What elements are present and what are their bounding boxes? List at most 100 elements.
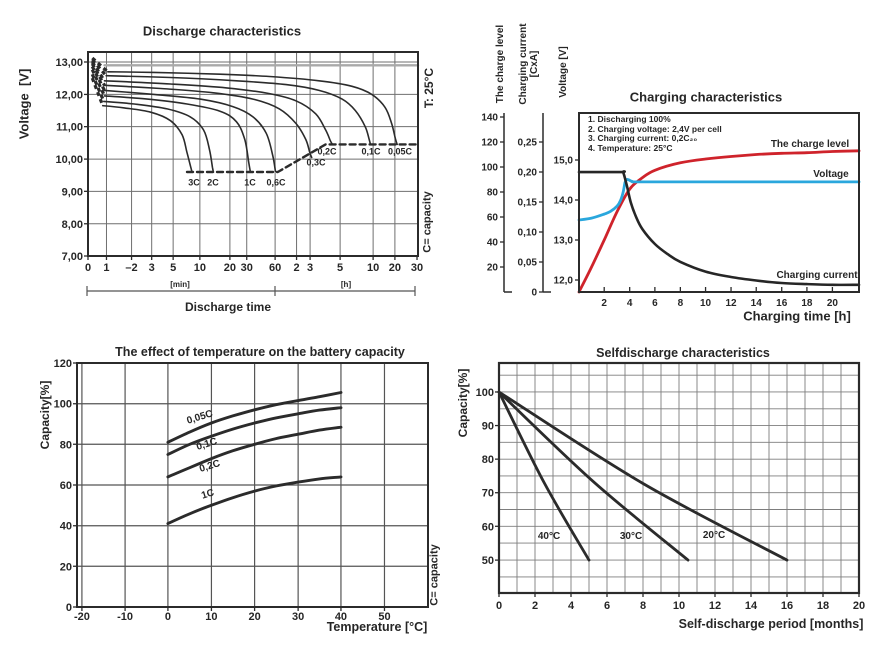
y-tick-label: 11,00 — [56, 122, 83, 134]
y-tick-label: 13,00 — [55, 57, 83, 69]
axis-tick-label: 15,0 — [554, 156, 574, 167]
axis-tick-label: 12,0 — [554, 276, 574, 287]
x-tick-label: 4 — [568, 600, 575, 612]
x-tick-label: –2 — [125, 262, 137, 274]
y-tick-label: 20 — [60, 561, 72, 573]
y-axis-label: Capacity[%] — [456, 368, 470, 438]
series-40°C — [497, 390, 591, 562]
axis-tick-label: 100 — [481, 163, 498, 174]
axis-tick-label: 0,05 — [518, 258, 538, 269]
x-tick-label: 18 — [801, 298, 813, 309]
x-axis-label: Self-discharge period [months] — [678, 616, 864, 631]
series-2C — [103, 100, 215, 173]
x-tick-label: 40 — [335, 611, 347, 623]
charging-chart-panel: 140 120 100 80 60 40 20 0,25 0,20 0,15 0,10 0,05 0 15… — [446, 0, 891, 330]
series-Charging current — [577, 170, 861, 287]
curve-label-01c: 0,1C — [361, 146, 381, 157]
series-3C — [102, 104, 193, 173]
curve-label-40c: 40°C — [537, 531, 561, 542]
temperature-effect-canvas: -20 -10 0 10 20 30 40 50 120 100 80 60 40 20 0 — [54, 358, 429, 623]
series-20°C — [497, 390, 789, 562]
curve-label-06c: 0,6C — [266, 177, 286, 188]
series-cutoff-voltage-line — [185, 143, 418, 174]
axis-tick-label: 40 — [487, 238, 499, 249]
curve-label-005c: 0,05C — [387, 146, 413, 157]
x-tick-label: 30 — [292, 611, 304, 623]
y-tick-label: 9,00 — [62, 186, 83, 198]
note-line-1: 1. Discharging 100% — [588, 114, 671, 124]
x-tick-label: 20 — [224, 262, 236, 274]
x-tick-label: -20 — [74, 611, 90, 623]
charging-chart-canvas: 140 120 100 80 60 40 20 0,25 0,20 0,15 0,10 0,05 0 15… — [481, 112, 861, 309]
y-tick-label: 120 — [54, 358, 72, 370]
x-tick-label: 0 — [496, 600, 502, 612]
y-tick-label: 7,00 — [62, 251, 83, 263]
series-0,05C — [107, 71, 398, 146]
note-line-2: 2. Charging voltage: 2,4V per cell — [588, 123, 722, 134]
y-tick-label: 8,00 — [62, 219, 83, 231]
series-lead-2C — [90, 73, 106, 103]
axis-tick-label: 80 — [487, 188, 499, 199]
x-tick-label: 2 — [532, 600, 538, 612]
x-tick-label: 6 — [652, 298, 658, 309]
selfdischarge-panel: 0 2 4 6 8 10 12 14 16 18 20 100 90 80 70 60 50 Selfdisch… — [446, 330, 891, 659]
y-tick-label: 40 — [60, 521, 72, 533]
x-tick-label: 10 — [367, 262, 379, 274]
x-tick-label: 8 — [640, 600, 646, 612]
curve-label-3c: 3C — [188, 177, 200, 188]
x-tick-label: 3 — [149, 262, 155, 274]
y-tick-label: 100 — [476, 387, 494, 399]
axis-tick-label: 13,0 — [554, 236, 574, 247]
x-tick-label: 12 — [709, 600, 721, 612]
x-tick-label: 8 — [678, 298, 684, 309]
x-tick-label: 10 — [673, 600, 685, 612]
note-line-4: 4. Temperature: 25°C — [588, 142, 673, 153]
x-tick-label: 14 — [745, 600, 758, 612]
axis-tick-label: 120 — [481, 138, 498, 149]
discharge-chart-panel: 0 1 –2 3 5 10 20 30 60 2 3 5 10 20 30 13,00 12,00 11,00 10… — [0, 0, 445, 330]
note-line-3: 3. Charging current: 0,2C₂₀ — [588, 133, 698, 144]
curve-label-charge-level: The charge level — [770, 139, 850, 150]
series-0,3C — [103, 84, 313, 159]
curve-label-voltage: Voltage — [813, 169, 849, 180]
y-tick-label: 70 — [482, 488, 494, 500]
axis-tick-label: 140 — [481, 113, 498, 124]
series-lead-1C — [90, 69, 106, 97]
c-capacity-label: C= capacity — [428, 544, 441, 606]
axis-tick-label: 0,15 — [518, 198, 538, 209]
curve-label-charging-current: Charging current — [776, 270, 858, 281]
charge-level-axis-title: The charge level — [495, 24, 506, 104]
plot-border — [87, 51, 419, 257]
y-tick-label: 12,00 — [55, 89, 83, 101]
x-tick-label: 5 — [170, 262, 176, 274]
curve-label-03c: 0,3C — [306, 157, 326, 168]
curve-label-2c: 2C — [207, 177, 219, 188]
charging-conditions-notes: 1. Discharging 100% 2. Charging voltage:… — [588, 114, 722, 153]
c-capacity-label: C= capacity — [421, 191, 434, 253]
y-tick-label: 60 — [482, 521, 494, 533]
chart-title: The effect of temperature on the battery… — [115, 344, 405, 359]
x-axis-label: Discharge time — [184, 300, 272, 314]
x-axis-label: Charging time [h] — [743, 308, 851, 324]
axis-tick-label: 14,0 — [554, 196, 574, 207]
axis-tick-label: 0,20 — [518, 168, 538, 179]
y-tick-label: 100 — [54, 399, 72, 411]
x-tick-label: 0 — [165, 611, 171, 623]
series-0,2C — [103, 80, 334, 146]
y-axis-label: Capacity[%] — [38, 380, 52, 450]
plot-border — [578, 112, 860, 293]
y-tick-label: 10,00 — [55, 154, 83, 166]
axis-tick-label: 20 — [487, 263, 499, 274]
curve-label-30c: 30°C — [619, 531, 643, 542]
temperature-note-label: T: 25°C — [422, 67, 436, 109]
series-lead-3C — [90, 77, 105, 107]
chart-title: Charging characteristics — [629, 89, 783, 105]
series-Voltage — [577, 177, 861, 222]
hours-section-label: [h] — [340, 280, 352, 289]
series-1C — [103, 95, 252, 173]
x-tick-label: 3 — [307, 262, 313, 274]
x-axis-label: Temperature [°C] — [326, 619, 428, 634]
temperature-effect-panel: -20 -10 0 10 20 30 40 50 120 100 80 60 40 20 0 The eff… — [0, 330, 445, 659]
series-lead-0,05C — [91, 56, 109, 73]
axis-tick-label: 0,25 — [518, 138, 538, 149]
